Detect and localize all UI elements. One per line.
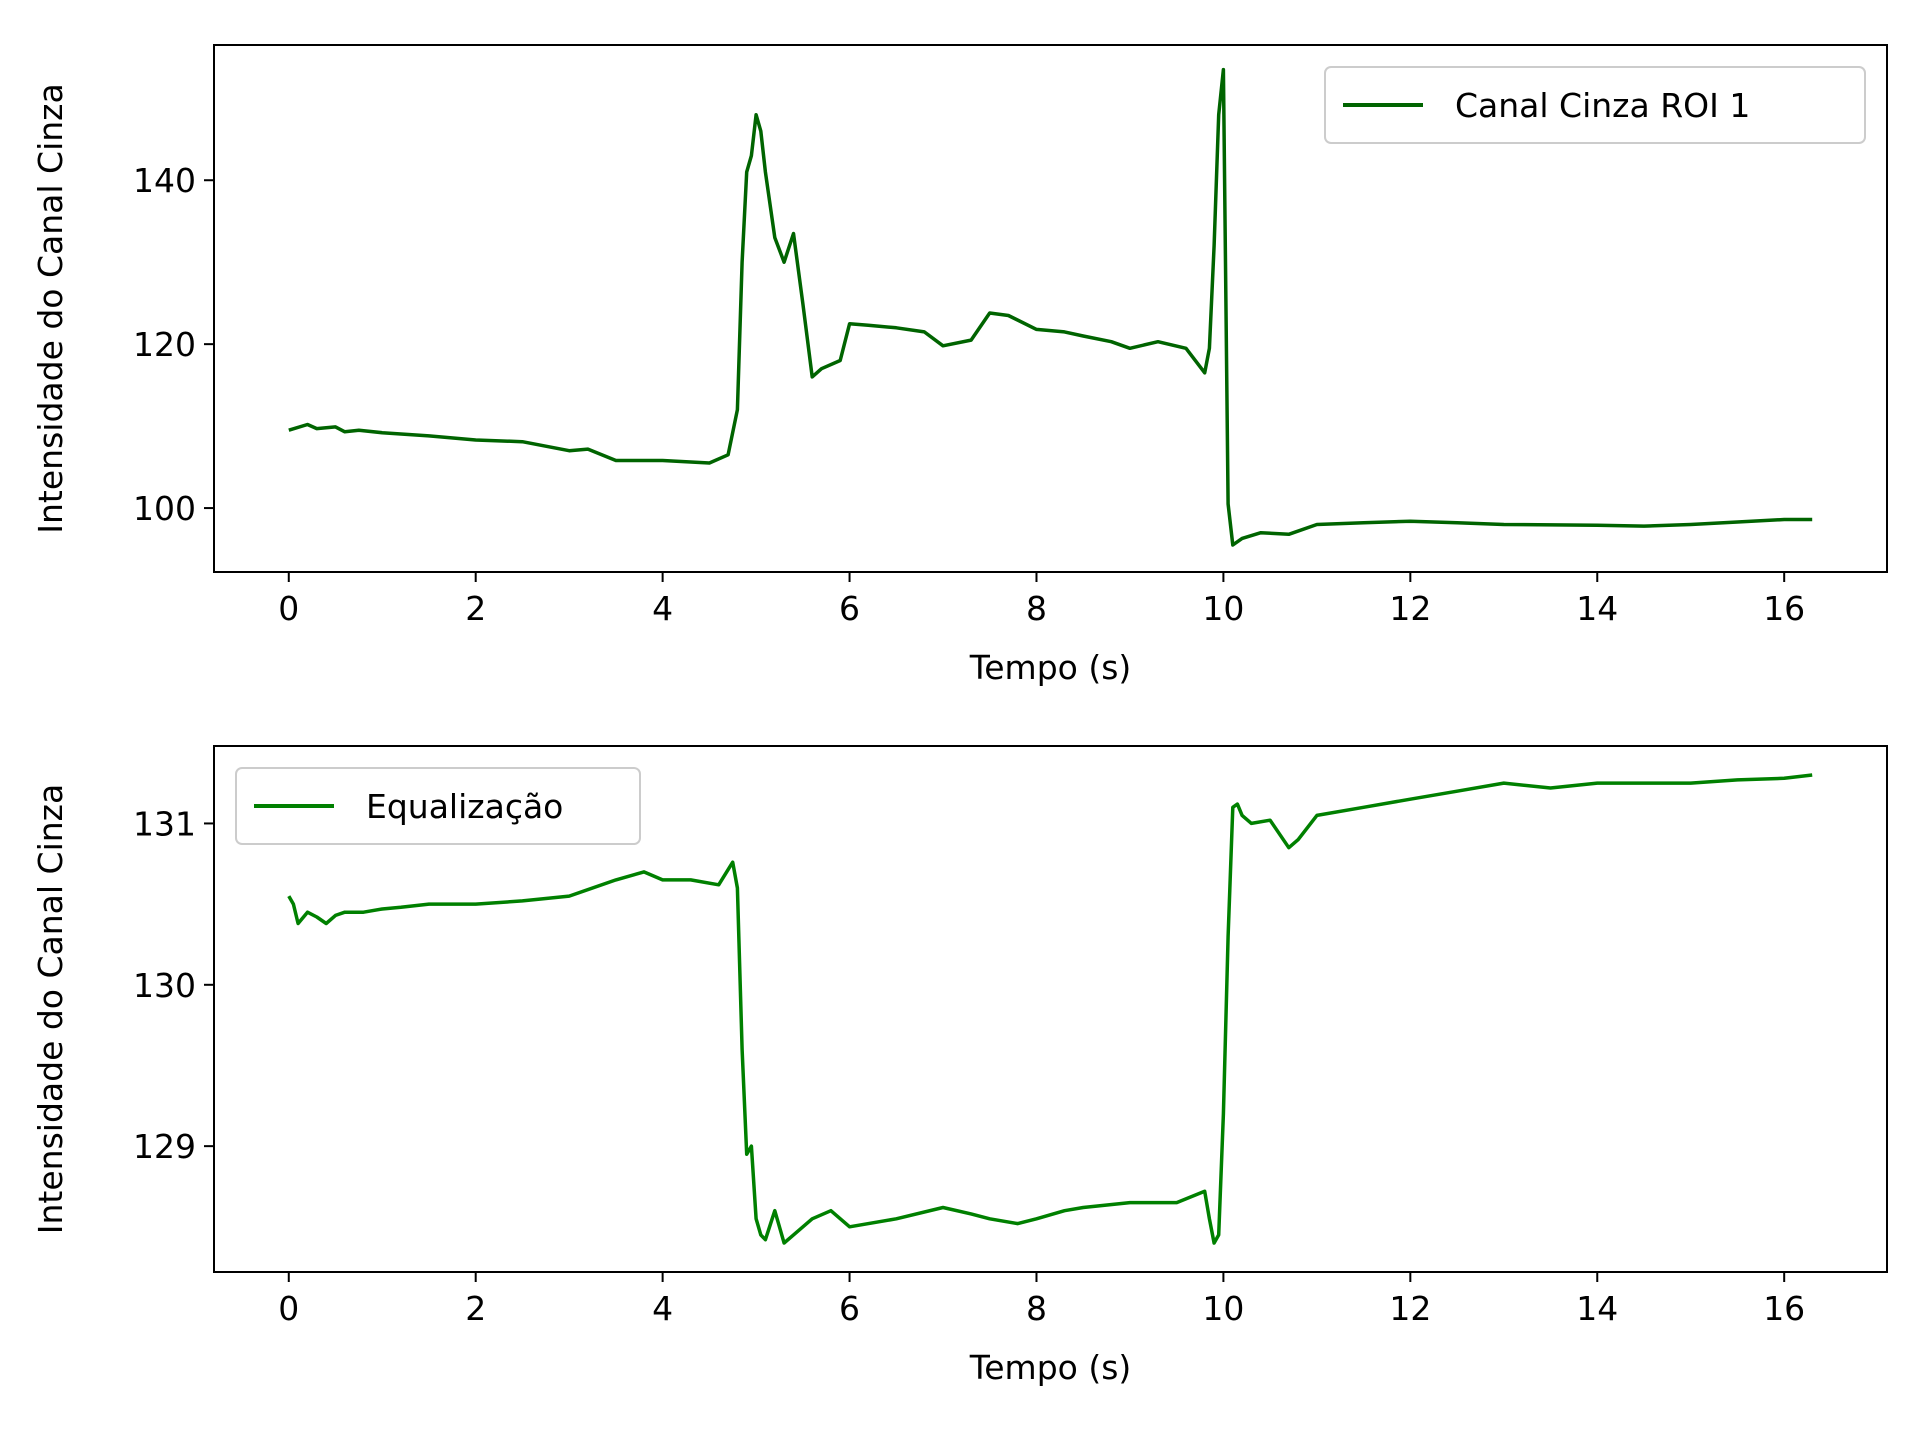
x-tick-label: 10 (1202, 1289, 1244, 1328)
legend: Equalização (235, 767, 641, 845)
x-axis-label: Tempo (s) (969, 1348, 1132, 1387)
y-tick-label: 100 (133, 489, 196, 528)
x-tick-label: 2 (465, 1289, 486, 1328)
y-axis-label: Intensidade do Canal Cinza (31, 784, 70, 1234)
y-axis-label: Intensidade do Canal Cinza (31, 83, 70, 533)
x-tick-label: 16 (1763, 1289, 1805, 1328)
series-line (288, 67, 1813, 547)
y-tick-label: 130 (133, 966, 196, 1005)
x-tick-label: 12 (1389, 1289, 1431, 1328)
legend-box (235, 767, 641, 845)
subplot-2: 0 2 4 6 8 10 12 14 16 129 130 131 Tempo (s) Intensida… (31, 745, 1888, 1387)
x-tick-label: 2 (465, 589, 486, 628)
y-tick-label: 129 (133, 1127, 196, 1166)
legend-label: Canal Cinza ROI 1 (1455, 86, 1750, 125)
legend: Canal Cinza ROI 1 (1324, 66, 1866, 144)
x-tick-label: 6 (839, 589, 860, 628)
legend-label: Equalização (366, 787, 563, 826)
series-line (287, 773, 1813, 1245)
x-tick-label: 8 (1026, 1289, 1047, 1328)
x-tick-label: 14 (1576, 1289, 1618, 1328)
x-axis-label: Tempo (s) (969, 648, 1132, 687)
x-tick-label: 10 (1202, 589, 1244, 628)
x-tick-label: 4 (652, 589, 673, 628)
subplot-1: 0 2 4 6 8 10 12 14 16 100 120 140 Tempo (s) Intensida… (31, 44, 1888, 687)
y-tick-label: 140 (133, 161, 196, 200)
axes-frame (213, 745, 1888, 1273)
x-tick-label: 16 (1763, 589, 1805, 628)
y-tick-label: 131 (133, 804, 196, 843)
y-tick-label: 120 (133, 325, 196, 364)
x-tick-label: 8 (1026, 589, 1047, 628)
x-tick-label: 0 (278, 1289, 299, 1328)
x-tick-label: 6 (839, 1289, 860, 1328)
x-tick-label: 14 (1576, 589, 1618, 628)
axes-frame (213, 44, 1888, 573)
x-tick-label: 12 (1389, 589, 1431, 628)
x-tick-label: 0 (278, 589, 299, 628)
legend-box (1324, 66, 1866, 144)
x-tick-label: 4 (652, 1289, 673, 1328)
